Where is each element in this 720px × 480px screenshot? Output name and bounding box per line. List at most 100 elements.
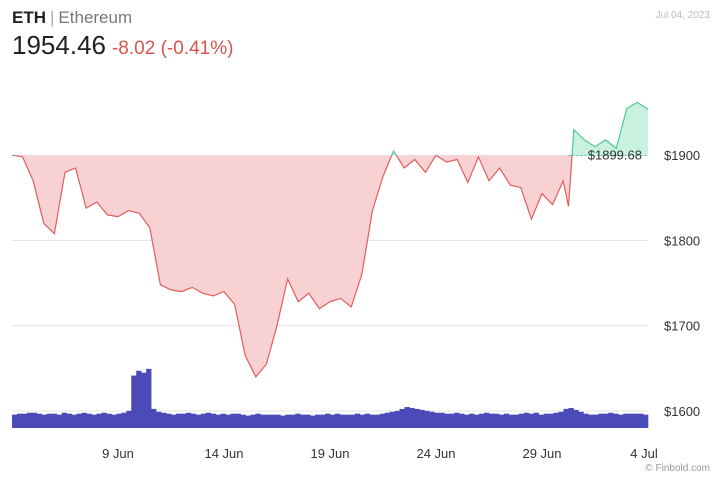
y-tick-label: $1700 bbox=[664, 319, 700, 334]
volume-bar bbox=[126, 410, 132, 428]
volume-bar bbox=[215, 414, 221, 428]
volume-bar bbox=[474, 414, 480, 428]
volume-bar bbox=[235, 413, 241, 428]
volume-bar bbox=[180, 413, 187, 428]
volume-bar bbox=[623, 413, 629, 428]
volume-bar bbox=[643, 414, 649, 428]
volume-bar bbox=[598, 413, 604, 428]
asset-title: ETH | Ethereum bbox=[12, 8, 233, 28]
volume-bar bbox=[61, 412, 67, 428]
volume-bar bbox=[498, 414, 505, 428]
volume-bar bbox=[424, 410, 430, 428]
volume-bar bbox=[409, 407, 415, 428]
volume-bar bbox=[469, 413, 475, 428]
volume-bar bbox=[533, 412, 539, 428]
volume-bar bbox=[374, 414, 380, 428]
volume-bar bbox=[344, 414, 351, 428]
volume-bar bbox=[489, 413, 495, 428]
volume-bar bbox=[76, 413, 82, 428]
volume-bar bbox=[260, 414, 266, 428]
volume-bar bbox=[41, 414, 48, 428]
volume-bar bbox=[618, 414, 624, 428]
volume-bar bbox=[429, 411, 435, 428]
area-below-reference bbox=[13, 155, 573, 377]
volume-bar bbox=[638, 413, 644, 428]
volume-bar bbox=[171, 414, 177, 428]
chart-date: Jul 04, 2023 bbox=[655, 10, 711, 21]
volume-bar bbox=[330, 414, 336, 428]
volume-bar bbox=[166, 413, 172, 428]
volume-bar bbox=[51, 413, 58, 428]
volume-bar bbox=[240, 414, 246, 428]
volume-bar bbox=[265, 414, 271, 428]
area-above-reference bbox=[12, 102, 648, 156]
volume-bar bbox=[528, 413, 535, 428]
price-line-down bbox=[11, 155, 573, 378]
volume-bar bbox=[434, 412, 440, 428]
volume-bar bbox=[449, 413, 455, 428]
volume-bar bbox=[359, 414, 366, 428]
volume-bar bbox=[71, 414, 77, 428]
volume-bar bbox=[245, 415, 251, 428]
volume-bar bbox=[200, 413, 207, 428]
volume-bar bbox=[136, 370, 142, 428]
y-tick-label: $1600 bbox=[664, 404, 700, 419]
volume-bar bbox=[36, 413, 43, 428]
volume-bar bbox=[454, 412, 460, 428]
volume-bar bbox=[275, 414, 281, 428]
volume-bar bbox=[305, 414, 311, 428]
volume-bar bbox=[613, 413, 619, 428]
price-header: ETH | Ethereum 1954.46 -8.02 (-0.41%) bbox=[12, 8, 233, 61]
volume-bar bbox=[563, 408, 569, 428]
volume-bar bbox=[339, 414, 346, 428]
volume-bar bbox=[320, 414, 326, 428]
volume-bar bbox=[16, 413, 23, 428]
asset-name: Ethereum bbox=[58, 8, 133, 27]
x-tick-label: 29 Jun bbox=[522, 446, 561, 461]
volume-bar bbox=[603, 413, 609, 428]
volume-bar bbox=[116, 413, 122, 428]
volume-bar bbox=[190, 413, 197, 428]
volume-bar bbox=[310, 415, 316, 428]
x-tick-label: 4 Jul bbox=[630, 446, 658, 461]
volume-bar bbox=[484, 412, 490, 428]
volume-bar bbox=[419, 409, 425, 428]
volume-bar bbox=[459, 413, 465, 428]
volume-bar bbox=[46, 413, 53, 428]
volume-bar bbox=[543, 413, 549, 428]
volume-bar bbox=[394, 410, 400, 428]
volume-bar bbox=[31, 412, 38, 428]
volume-bar bbox=[578, 411, 584, 428]
volume-bar bbox=[558, 411, 564, 428]
volume-bar bbox=[508, 414, 515, 428]
volume-bar bbox=[220, 413, 226, 428]
volume-bar bbox=[21, 413, 28, 428]
volume-bar bbox=[300, 414, 306, 428]
volume-bar bbox=[633, 413, 639, 428]
volume-bar bbox=[205, 412, 212, 428]
volume-bar bbox=[175, 413, 182, 428]
volume-bar bbox=[86, 413, 92, 428]
volume-bar bbox=[583, 413, 589, 428]
volume-bar bbox=[628, 413, 634, 428]
volume-bar bbox=[369, 414, 376, 428]
x-tick-label: 24 Jun bbox=[416, 446, 455, 461]
volume-bar bbox=[384, 412, 390, 428]
y-tick-label: $1800 bbox=[664, 233, 700, 248]
volume-bar bbox=[444, 413, 450, 428]
volume-bar bbox=[121, 412, 127, 428]
volume-bar bbox=[479, 413, 485, 428]
volume-bar bbox=[334, 413, 341, 428]
price-row: 1954.46 -8.02 (-0.41%) bbox=[12, 30, 233, 61]
volume-bar bbox=[185, 412, 192, 428]
volume-bar bbox=[106, 413, 112, 428]
volume-bar bbox=[399, 408, 405, 428]
volume-bar bbox=[131, 375, 137, 428]
volume-bar bbox=[553, 412, 559, 428]
volume-bar bbox=[513, 414, 520, 428]
volume-bar bbox=[538, 414, 544, 428]
volume-bar bbox=[280, 415, 286, 428]
volume-bar bbox=[96, 413, 102, 428]
volume-bar bbox=[146, 368, 152, 428]
